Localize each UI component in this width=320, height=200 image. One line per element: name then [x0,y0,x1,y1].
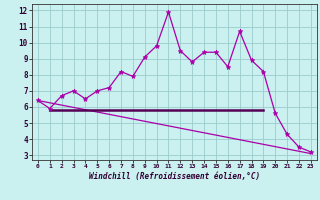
X-axis label: Windchill (Refroidissement éolien,°C): Windchill (Refroidissement éolien,°C) [89,172,260,181]
